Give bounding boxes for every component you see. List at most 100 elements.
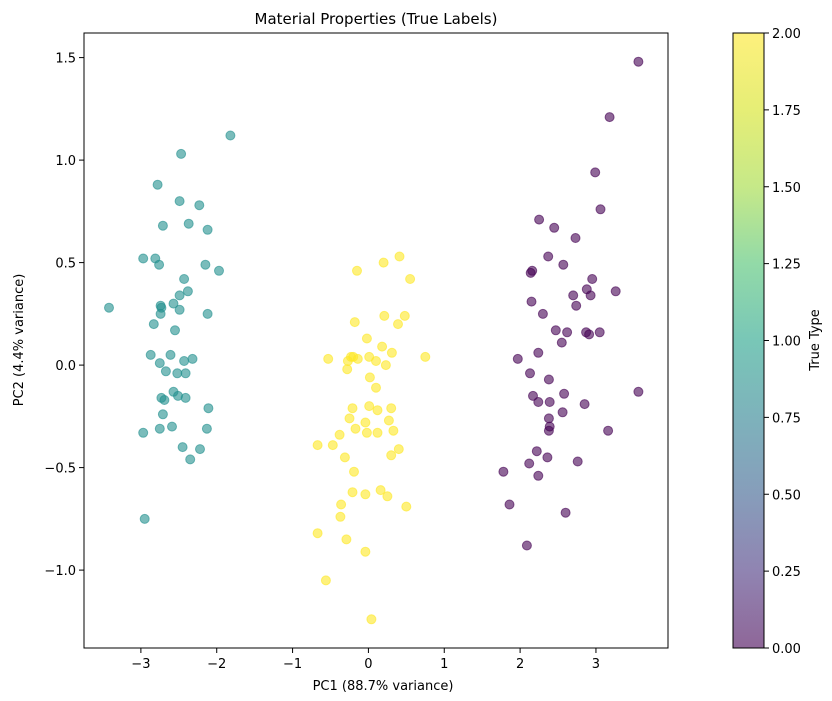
- point-type-0-20: [562, 327, 573, 338]
- point-type-2-1: [378, 257, 389, 268]
- point-type-0-25: [533, 347, 544, 358]
- point-type-1-44: [177, 442, 188, 453]
- point-type-1-10: [154, 259, 165, 270]
- point-type-2-18: [342, 364, 353, 375]
- x-ticks: −3 −2 −1 0 1 2 3: [131, 648, 600, 672]
- chart-title: Material Properties (True Labels): [255, 10, 498, 28]
- point-type-2-37: [393, 444, 404, 455]
- point-type-0-11: [587, 274, 598, 284]
- point-type-0-30: [559, 388, 570, 399]
- point-type-1-32: [180, 368, 191, 379]
- point-type-2-32: [361, 427, 372, 438]
- point-type-2-25: [372, 405, 383, 416]
- point-type-1-24: [170, 325, 180, 336]
- point-type-0-45: [533, 470, 544, 481]
- point-type-1-38: [203, 403, 214, 414]
- point-type-0-3: [595, 204, 606, 215]
- point-type-0-23: [584, 329, 595, 340]
- point-type-2-43: [360, 489, 371, 500]
- point-type-2-52: [366, 614, 377, 625]
- point-type-1-23: [148, 319, 159, 330]
- colorbar-tick-label: 0.50: [772, 488, 801, 503]
- point-type-2-0: [394, 251, 405, 262]
- point-type-1-42: [201, 423, 212, 434]
- x-tick-label: −1: [283, 657, 302, 672]
- point-type-0-33: [544, 397, 555, 407]
- point-type-2-30: [388, 425, 399, 436]
- point-type-0-41: [542, 452, 553, 463]
- point-type-2-5: [379, 310, 390, 321]
- point-type-0-16: [526, 296, 537, 307]
- point-type-2-35: [312, 440, 323, 451]
- point-type-2-4: [349, 317, 360, 328]
- point-type-2-39: [339, 452, 350, 463]
- point-type-1-15: [174, 290, 185, 301]
- x-tick-label: 0: [364, 657, 372, 672]
- point-type-0-13: [610, 286, 621, 297]
- point-type-0-22: [594, 327, 605, 338]
- plot-frame: [83, 32, 669, 649]
- point-type-1-5: [157, 220, 168, 231]
- point-type-2-24: [364, 401, 375, 412]
- point-type-2-41: [347, 487, 358, 498]
- point-type-1-4: [194, 200, 205, 211]
- point-type-2-51: [320, 575, 331, 586]
- point-type-0-46: [504, 499, 515, 510]
- y-tick-label: −1.0: [44, 564, 76, 579]
- point-type-1-2: [152, 179, 163, 190]
- x-axis-label: PC1 (88.7% variance): [313, 679, 454, 694]
- point-type-2-2: [352, 265, 362, 276]
- point-type-2-34: [334, 429, 345, 440]
- point-type-1-26: [165, 349, 176, 360]
- point-type-2-17: [342, 356, 353, 366]
- point-type-2-23: [347, 403, 358, 414]
- point-type-0-14: [568, 290, 579, 301]
- point-type-0-40: [531, 446, 542, 457]
- point-type-0-31: [633, 386, 644, 397]
- point-type-0-4: [534, 214, 545, 225]
- point-type-2-22: [371, 382, 381, 393]
- point-type-2-31: [350, 423, 361, 434]
- point-type-0-6: [570, 233, 581, 243]
- point-type-0-26: [512, 353, 523, 364]
- x-tick-label: −2: [207, 657, 226, 672]
- point-type-0-9: [527, 265, 538, 276]
- point-type-2-33: [372, 427, 383, 438]
- y-tick-label: 1.0: [55, 154, 76, 169]
- point-type-0-42: [572, 456, 583, 467]
- point-type-2-50: [360, 546, 371, 557]
- point-type-2-8: [361, 333, 372, 344]
- colorbar-tick-label: 2.00: [772, 27, 801, 42]
- point-type-0-27: [525, 368, 535, 379]
- point-type-1-13: [179, 274, 190, 284]
- point-type-1-40: [167, 421, 177, 432]
- point-type-0-34: [579, 399, 590, 410]
- point-type-2-45: [336, 499, 347, 510]
- point-type-0-28: [543, 374, 554, 385]
- point-type-1-21: [155, 308, 166, 319]
- point-type-1-31: [172, 368, 183, 379]
- point-type-2-7: [393, 319, 403, 330]
- point-type-2-14: [386, 347, 397, 358]
- point-type-0-7: [543, 251, 554, 262]
- point-type-2-19: [371, 356, 381, 366]
- point-type-1-30: [160, 366, 171, 377]
- point-type-0-10: [558, 259, 569, 270]
- x-tick-label: −3: [131, 657, 150, 672]
- point-type-0-5: [549, 222, 560, 233]
- colorbar-tick-label: 0.75: [772, 411, 801, 426]
- point-type-1-3: [174, 196, 185, 207]
- point-type-1-0: [225, 130, 236, 141]
- point-type-0-48: [521, 540, 532, 551]
- point-type-2-3: [405, 274, 416, 284]
- point-type-1-47: [139, 513, 150, 524]
- point-type-1-36: [180, 392, 191, 403]
- y-tick-label: 0.5: [55, 257, 76, 272]
- point-type-0-43: [524, 458, 535, 469]
- point-type-0-24: [556, 337, 567, 348]
- point-type-2-42: [375, 485, 386, 496]
- colorbar-tick-label: 0.25: [772, 565, 801, 580]
- point-type-1-16: [168, 298, 179, 309]
- point-type-2-28: [383, 415, 394, 426]
